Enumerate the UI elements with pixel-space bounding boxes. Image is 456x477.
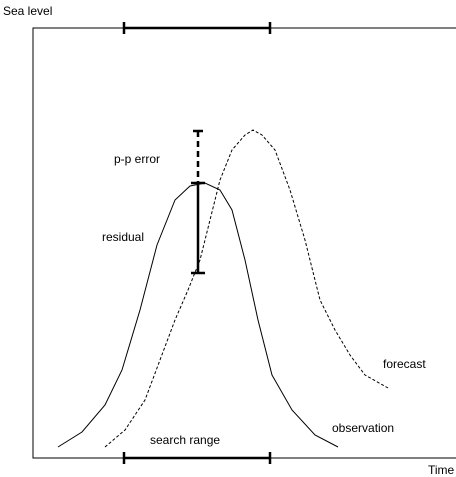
residual-bar <box>191 181 205 275</box>
observation-label: observation <box>332 421 394 435</box>
forecast-label: forecast <box>383 357 426 371</box>
frame <box>32 27 456 459</box>
pp-error-label: p-p error <box>114 152 160 166</box>
x-axis-label: Time <box>428 463 455 477</box>
forecast-curve <box>104 129 389 448</box>
residual-label: residual <box>102 230 144 244</box>
pp-error-bar <box>193 129 203 183</box>
bottom-range-bar <box>122 452 272 464</box>
y-axis-label: Sea level <box>3 4 52 18</box>
search-range-label: search range <box>150 433 220 447</box>
top-range-bar <box>122 22 272 34</box>
